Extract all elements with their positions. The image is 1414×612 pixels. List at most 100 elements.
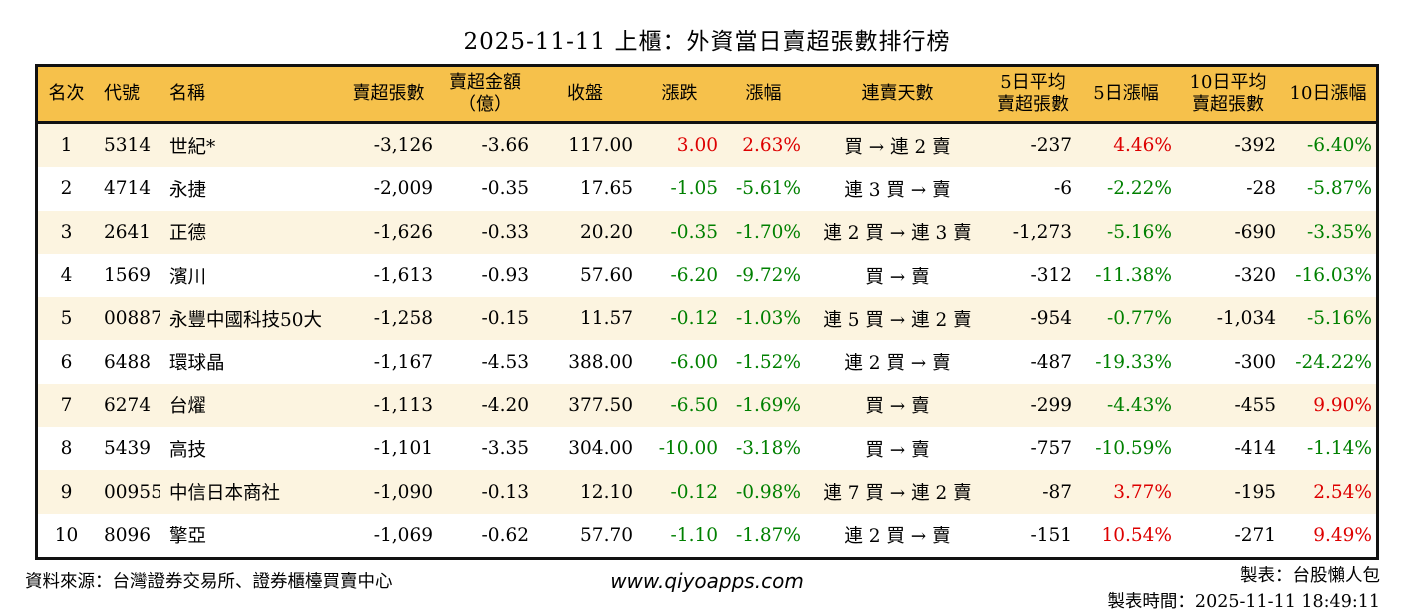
cell-code: 8096: [104, 524, 152, 546]
cell-pct10: -24.22%: [1295, 351, 1372, 373]
cell-sell_volume: -1,258: [373, 308, 433, 330]
ranking-table: 名次 代號 名稱 賣超張數 賣超金額 （億） 收盤 漲跌 漲幅 連賣天數 5日平均…: [35, 64, 1379, 560]
cell-rank: 6: [60, 351, 73, 373]
table-row: 6 6488 環球晶 -1,167 -4.53 388.00 -6.00 -1.52% 連 2 …: [38, 340, 1376, 384]
cell-sell_amount: -4.20: [481, 394, 529, 416]
cell-pct10: -5.16%: [1306, 308, 1372, 330]
cell-change_pct: -1.03%: [735, 308, 801, 330]
cell-streak: 買 → 連 2 賣: [844, 136, 951, 158]
header-pct5: 5日漲幅: [1093, 83, 1159, 104]
generated-time: 製表時間：2025-11-11 18:49:11: [1107, 592, 1380, 612]
cell-sell_amount: -0.13: [481, 481, 529, 503]
cell-name: 正德: [169, 223, 207, 245]
cell-avg5: -6: [1053, 178, 1072, 200]
cell-streak: 連 7 買 → 連 2 賣: [823, 483, 972, 505]
cell-avg5: -1,273: [1012, 221, 1072, 243]
cell-pct5: -2.22%: [1106, 178, 1172, 200]
cell-change: -1.05: [670, 178, 718, 200]
cell-change_pct: -9.72%: [735, 265, 801, 287]
header-change: 漲跌: [661, 83, 698, 104]
cell-sell_volume: -1,167: [373, 351, 433, 373]
cell-change: -6.50: [670, 394, 718, 416]
cell-rank: 5: [60, 308, 73, 330]
cell-pct5: -4.43%: [1106, 394, 1172, 416]
cell-pct10: 9.49%: [1313, 524, 1372, 546]
cell-streak: 買 → 賣: [865, 439, 930, 461]
cell-pct10: 9.90%: [1313, 394, 1372, 416]
cell-pct10: -3.35%: [1306, 221, 1372, 243]
cell-pct10: -6.40%: [1306, 135, 1372, 157]
cell-close: 12.10: [580, 481, 633, 503]
cell-streak: 連 5 買 → 連 2 賣: [823, 309, 972, 331]
cell-avg5: -487: [1030, 351, 1072, 373]
cell-close: 57.70: [580, 524, 633, 546]
cell-avg5: -237: [1030, 135, 1072, 157]
header-rank: 名次: [48, 83, 85, 104]
cell-name: 台燿: [169, 396, 207, 418]
cell-sell_amount: -0.35: [481, 178, 529, 200]
header-sell-volume: 賣超張數: [352, 83, 425, 104]
cell-code: 2641: [104, 221, 152, 243]
cell-close: 304.00: [568, 438, 633, 460]
table-row: 4 1569 濱川 -1,613 -0.93 57.60 -6.20 -9.72% 買 → 賣 -…: [38, 253, 1376, 298]
cell-streak: 買 → 賣: [865, 396, 930, 418]
table-row: 2 4714 永捷 -2,009 -0.35 17.65 -1.05 -5.61% 連 3 買 …: [38, 167, 1376, 211]
cell-name: 濱川: [169, 266, 207, 288]
cell-rank: 2: [60, 178, 73, 200]
cell-code: 6488: [104, 351, 152, 373]
cell-avg10: -392: [1234, 135, 1276, 157]
cell-change: -1.10: [670, 524, 718, 546]
cell-name: 永豐中國科技50大: [169, 309, 323, 331]
cell-sell_amount: -0.93: [481, 265, 529, 287]
cell-sell_amount: -3.66: [481, 135, 529, 157]
table-row: 10 8096 擎亞 -1,069 -0.62 57.70 -1.10 -1.87% 連 2 買…: [38, 513, 1376, 557]
header-name: 名稱: [169, 83, 205, 104]
cell-change_pct: -1.87%: [735, 524, 801, 546]
cell-avg10: -195: [1234, 481, 1276, 503]
cell-sell_volume: -1,113: [373, 394, 433, 416]
cell-avg5: -757: [1030, 438, 1072, 460]
table-row: 3 2641 正德 -1,626 -0.33 20.20 -0.35 -1.70% 連 2 買 …: [38, 210, 1376, 254]
cell-avg10: -271: [1234, 524, 1276, 546]
cell-close: 17.65: [580, 178, 633, 200]
cell-streak: 連 2 買 → 賣: [844, 526, 951, 548]
header-change-pct: 漲幅: [745, 83, 782, 104]
table-row: 1 5314 世紀* -3,126 -3.66 117.00 3.00 2.63% 買 → 連 …: [38, 124, 1376, 168]
cell-avg10: -690: [1234, 221, 1276, 243]
cell-avg10: -300: [1234, 351, 1276, 373]
cell-sell_volume: -1,613: [373, 265, 433, 287]
cell-sell_volume: -1,101: [373, 438, 433, 460]
cell-close: 20.20: [580, 221, 633, 243]
table-row: 8 5439 高技 -1,101 -3.35 304.00 -10.00 -3.18% 買 → …: [38, 427, 1376, 471]
cell-name: 環球晶: [169, 353, 225, 375]
cell-code: 00887: [104, 308, 160, 330]
cell-sell_amount: -0.33: [481, 221, 529, 243]
cell-avg5: -954: [1030, 308, 1072, 330]
cell-code: 00955: [104, 481, 160, 503]
cell-avg5: -299: [1030, 394, 1072, 416]
data-source: 資料來源：台灣證券交易所、證券櫃檯買賣中心: [25, 572, 393, 592]
cell-streak: 連 2 買 → 連 3 賣: [823, 223, 972, 245]
cell-sell_volume: -1,626: [373, 221, 433, 243]
cell-name: 永捷: [169, 179, 207, 201]
header-avg10: 10日平均 賣超張數: [1189, 72, 1267, 115]
cell-avg5: -151: [1030, 524, 1072, 546]
cell-change: -0.35: [670, 221, 718, 243]
cell-pct5: 3.77%: [1113, 481, 1172, 503]
cell-change: -6.00: [670, 351, 718, 373]
cell-pct10: -1.14%: [1306, 438, 1372, 460]
cell-pct5: -11.38%: [1095, 265, 1172, 287]
cell-change_pct: -5.61%: [735, 178, 801, 200]
cell-pct5: -19.33%: [1095, 351, 1172, 373]
cell-sell_amount: -4.53: [481, 351, 529, 373]
cell-code: 1569: [104, 265, 152, 287]
header-sell-amount: 賣超金額 （億）: [449, 72, 521, 115]
cell-pct5: 10.54%: [1101, 524, 1172, 546]
cell-close: 57.60: [580, 265, 633, 287]
cell-code: 4714: [104, 178, 152, 200]
cell-rank: 7: [60, 394, 73, 416]
cell-change: -0.12: [670, 308, 718, 330]
cell-close: 377.50: [568, 394, 633, 416]
cell-sell_volume: -1,090: [373, 481, 433, 503]
cell-sell_amount: -0.62: [481, 524, 529, 546]
